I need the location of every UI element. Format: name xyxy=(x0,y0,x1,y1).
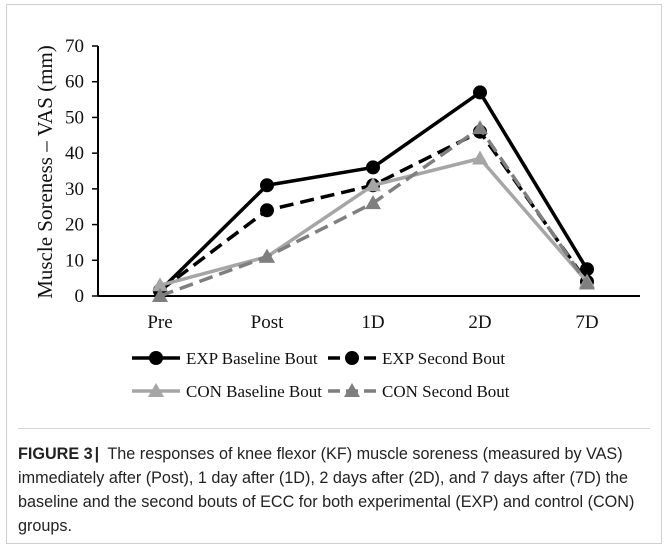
series-line xyxy=(159,126,589,298)
y-tick-label: 0 xyxy=(75,286,85,307)
data-point xyxy=(152,288,168,302)
data-point xyxy=(260,178,274,193)
data-point xyxy=(365,177,381,192)
x-tick-label: Pre xyxy=(147,312,172,333)
data-point xyxy=(366,160,380,175)
caption-divider xyxy=(18,428,650,429)
x-tick-label: 2D xyxy=(468,312,491,333)
x-tick-label: 1D xyxy=(361,312,384,333)
x-tick-label: 7D xyxy=(575,312,598,333)
y-tick-label: 60 xyxy=(65,72,84,93)
data-point xyxy=(472,150,488,165)
legend: EXP Baseline Bout EXP Second Bout CON Base… xyxy=(132,349,510,401)
y-tick-label: 10 xyxy=(65,250,84,271)
series-3 xyxy=(152,120,595,302)
axes xyxy=(92,45,640,297)
legend-swatch-marker xyxy=(345,351,359,365)
data-point xyxy=(580,262,594,277)
figure-caption: FIGURE 3 | The responses of knee flexor (… xyxy=(18,442,648,538)
caption-separator: | xyxy=(94,445,100,463)
y-tick-label: 40 xyxy=(65,143,84,164)
legend-swatch-marker xyxy=(148,383,164,397)
legend-label: EXP Baseline Bout xyxy=(186,349,318,368)
data-point xyxy=(473,85,487,100)
data-point xyxy=(152,277,168,292)
legend-label: EXP Second Bout xyxy=(382,349,505,368)
y-tick-label: 20 xyxy=(65,215,84,236)
data-point xyxy=(365,195,381,210)
legend-item: CON Second Bout xyxy=(328,382,510,401)
caption-text: The responses of knee flexor (KF) muscle… xyxy=(18,445,635,535)
legend-item: CON Baseline Bout xyxy=(132,382,322,401)
data-point xyxy=(260,203,274,218)
y-tick-label: 70 xyxy=(65,36,84,57)
legend-label: CON Second Bout xyxy=(382,382,510,401)
legend-item: EXP Baseline Bout xyxy=(132,349,318,368)
series-layer xyxy=(152,85,595,302)
data-point xyxy=(579,275,595,290)
y-tick-label: 30 xyxy=(65,179,84,200)
line-chart: Muscle Soreness – VAS (mm) 0 10 20 30 40 50 60… xyxy=(33,36,640,401)
data-point xyxy=(259,248,275,263)
y-axis-label: Muscle Soreness – VAS (mm) xyxy=(33,45,57,299)
legend-item: EXP Second Bout xyxy=(328,349,505,368)
x-tick-label: Post xyxy=(251,312,284,333)
figure-frame xyxy=(6,4,662,544)
y-tick-label: 50 xyxy=(65,107,84,128)
series-line xyxy=(159,156,589,287)
x-tick-labels: Pre Post 1D 2D 7D xyxy=(147,312,598,333)
caption-label: FIGURE 3 xyxy=(18,445,93,463)
legend-swatch-marker xyxy=(344,383,360,397)
data-point xyxy=(472,120,488,135)
legend-label: CON Baseline Bout xyxy=(186,382,322,401)
legend-swatch-marker xyxy=(149,351,163,365)
y-tick-labels: 0 10 20 30 40 50 60 70 xyxy=(65,36,84,307)
